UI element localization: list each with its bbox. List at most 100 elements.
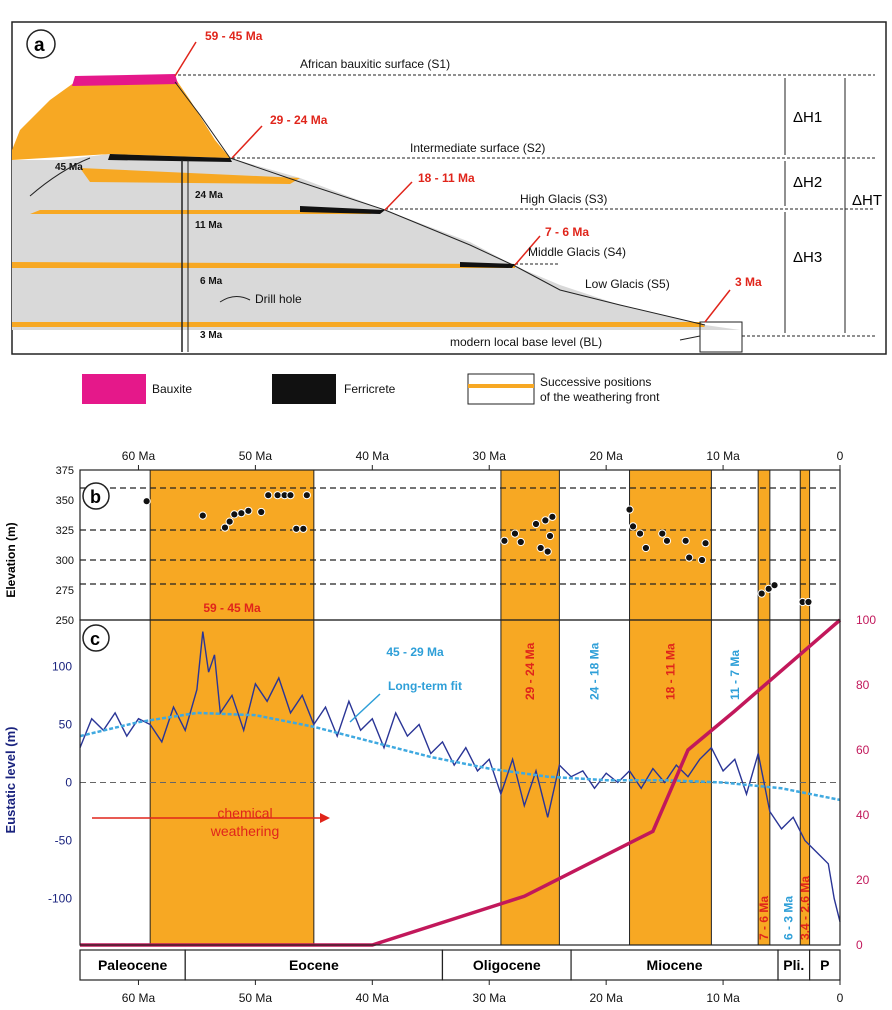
elevation-point xyxy=(635,529,645,538)
bottom-tick-label-6: 0 xyxy=(837,991,844,1005)
bottom-tick-label-2: 40 Ma xyxy=(356,991,390,1005)
elevation-point xyxy=(662,536,672,545)
fit-label: Long-term fit xyxy=(388,679,462,693)
epoch-label-0: Paleocene xyxy=(98,957,167,973)
legend-front-line1: Successive positions xyxy=(540,375,651,389)
panel-b-ytick-1: 350 xyxy=(56,495,74,507)
bottom-tick-label-4: 20 Ma xyxy=(589,991,623,1005)
age-s5: 3 Ma xyxy=(735,275,762,289)
front-age-24: 24 Ma xyxy=(195,190,223,201)
elevation-point xyxy=(230,510,239,519)
elevation-point xyxy=(500,536,509,545)
panel-c-y2tick-2: 60 xyxy=(856,743,870,757)
panel-c-y2tick-3: 40 xyxy=(856,808,870,822)
epoch-cell-5 xyxy=(808,949,841,981)
legend-bauxite-swatch xyxy=(82,374,146,404)
axes: 60 Ma 50 Ma 40 Ma 30 Ma 20 Ma 10 Ma 0 60 Ma 50 M… xyxy=(79,449,844,1005)
epoch-label-4: Pli. xyxy=(783,957,804,973)
elevation-point xyxy=(531,519,541,529)
band-vertical-label-3: 11 - 7 Ma xyxy=(728,650,742,700)
period-label-45-29: 45 - 29 Ma xyxy=(386,645,444,659)
elevation-point xyxy=(764,584,773,593)
name-bl: modern local base level (BL) xyxy=(450,335,602,349)
panel-b-ytick-5: 250 xyxy=(56,615,74,627)
base-level-step xyxy=(699,321,743,353)
front-age-11: 11 Ma xyxy=(195,220,223,231)
elevation-point xyxy=(770,581,779,590)
top-tick-label-3: 30 Ma xyxy=(473,449,507,463)
age-band-3 xyxy=(757,469,771,946)
hillslope-profile xyxy=(174,81,706,326)
panel-c-ytick-3: -50 xyxy=(55,834,73,848)
panel-c-ytick-4: -100 xyxy=(48,892,72,906)
elevation-point xyxy=(697,555,707,565)
panel-b-ylabel: Elevation (m) xyxy=(4,522,18,597)
age-band-1 xyxy=(500,469,560,946)
dh2-label: ΔH2 xyxy=(793,174,822,191)
elevation-point xyxy=(516,537,525,547)
band-label-59-45: 59 - 45 Ma xyxy=(203,601,261,615)
top-tick-label-6: 0 xyxy=(837,449,844,463)
age-s1: 59 - 45 Ma xyxy=(205,29,263,43)
elevation-point xyxy=(685,553,694,562)
panel-b-ytick-3: 300 xyxy=(56,555,74,567)
panel-b-ytick-2: 325 xyxy=(56,525,74,537)
band-vertical-label-6: 3.4 - 2.6 Ma xyxy=(798,876,812,940)
leader-s2 xyxy=(231,125,263,159)
panel-c-y2tick-0: 100 xyxy=(856,613,876,627)
name-s3: High Glacis (S3) xyxy=(520,192,607,206)
front-age-6: 6 Ma xyxy=(200,276,223,287)
eustatic-series-line xyxy=(79,631,841,922)
elevation-point xyxy=(548,512,557,521)
band-vertical-label-0: 29 - 24 Ma xyxy=(523,642,537,700)
top-tick-label-4: 20 Ma xyxy=(589,449,623,463)
panel-c-ytick-1: 50 xyxy=(59,717,73,731)
leader-s3 xyxy=(384,181,413,211)
top-tick-label-5: 10 Ma xyxy=(706,449,740,463)
long-term-fit-line xyxy=(79,711,841,802)
chem-arrowhead xyxy=(320,813,330,823)
bl-leader xyxy=(679,335,701,341)
age-bands xyxy=(149,469,811,946)
epoch-cell-4 xyxy=(777,949,811,981)
band-vertical-label-1: 24 - 18 Ma xyxy=(587,642,601,700)
elevation-point xyxy=(302,491,311,500)
name-s2: Intermediate surface (S2) xyxy=(410,141,545,155)
drill-hole-label: Drill hole xyxy=(255,292,302,306)
panel-c-y2tick-4: 20 xyxy=(856,873,870,887)
dh1-label: ΔH1 xyxy=(793,109,822,126)
orange-band-6 xyxy=(12,262,515,268)
elevation-point xyxy=(244,506,253,515)
elevation-point xyxy=(757,589,766,598)
legend-front-orange xyxy=(468,384,534,388)
elevation-point xyxy=(237,509,246,518)
dht-label: ΔHT xyxy=(852,192,882,209)
panel-c-frame xyxy=(79,619,841,946)
panel-a: a 59 - 45 Ma African bauxitic surface (S… xyxy=(11,21,887,355)
panel-b: 375 350 325 300 275 250 xyxy=(56,465,840,627)
panel-b-label: b xyxy=(90,487,101,507)
front-age-3: 3 Ma xyxy=(200,330,223,341)
elevation-point xyxy=(545,531,555,541)
legend-front-swatch xyxy=(467,373,535,405)
panel-c-y2tick-1: 80 xyxy=(856,678,870,692)
elevation-point xyxy=(510,529,520,538)
weathered-rock-body xyxy=(12,154,740,330)
bottom-tick-label-5: 10 Ma xyxy=(706,991,740,1005)
leader-s1 xyxy=(174,41,197,77)
elevation-point xyxy=(220,523,230,532)
ferricrete-s4 xyxy=(460,262,515,268)
elevation-point xyxy=(541,516,550,525)
panel-b-ytick-4: 275 xyxy=(56,585,74,597)
age-s4: 7 - 6 Ma xyxy=(545,225,589,239)
chem-label-1: chemical xyxy=(217,805,272,821)
band-vertical-label-5: 6 - 3 Ma xyxy=(782,896,796,940)
epoch-cell-1 xyxy=(184,949,444,981)
panel-b-ytick-0: 375 xyxy=(56,465,74,477)
leader-s4 xyxy=(514,235,541,266)
elevation-point xyxy=(628,522,638,531)
elevation-point xyxy=(658,529,667,538)
legend-bauxite-label: Bauxite xyxy=(152,382,192,396)
name-s5: Low Glacis (S5) xyxy=(585,277,670,291)
elevation-point xyxy=(641,543,651,553)
